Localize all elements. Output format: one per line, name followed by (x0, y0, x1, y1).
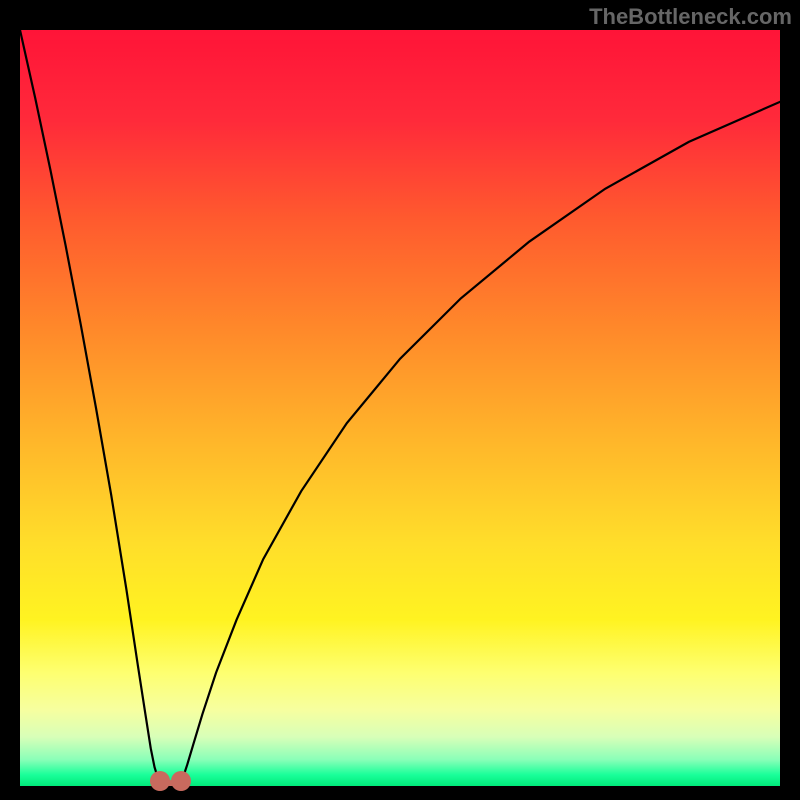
chart-outer: TheBottleneck.com (0, 0, 800, 800)
curve-minimum-marker (171, 771, 191, 791)
plot-area (20, 30, 780, 786)
watermark-text: TheBottleneck.com (589, 4, 792, 30)
curve-minimum-marker (150, 771, 170, 791)
curve-markers (20, 30, 780, 786)
